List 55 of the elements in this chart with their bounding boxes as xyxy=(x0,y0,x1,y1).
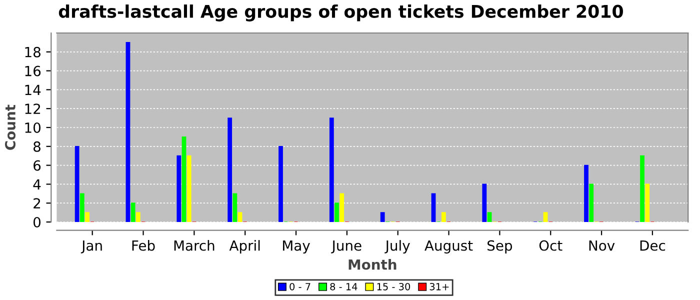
bar xyxy=(278,146,283,222)
bar xyxy=(543,212,548,222)
bar xyxy=(74,146,80,222)
x-tick-label: March xyxy=(174,240,214,251)
y-tick-label: 0 xyxy=(34,216,40,228)
x-tick-label: April xyxy=(229,240,260,254)
bar xyxy=(228,118,232,222)
x-tick-label: Dec xyxy=(640,240,666,251)
x-tick-label: Feb xyxy=(132,240,155,251)
bar xyxy=(640,155,644,222)
bar xyxy=(80,193,84,222)
x-tick-label: Jan xyxy=(80,240,102,254)
bar xyxy=(431,193,436,222)
y-tick-label: 2 xyxy=(34,198,40,208)
bar xyxy=(85,212,90,222)
y-tick-label: 16 xyxy=(25,66,41,76)
legend-label: 0 - 7 xyxy=(290,282,310,290)
bar xyxy=(232,193,238,222)
legend-label: 15 - 30 xyxy=(377,282,410,290)
x-axis-title: Month xyxy=(348,259,396,270)
bar xyxy=(176,155,182,222)
bar xyxy=(380,212,385,222)
bar xyxy=(130,202,136,222)
x-tick-label: July xyxy=(384,240,410,254)
bar xyxy=(645,184,650,222)
y-tick-label: 18 xyxy=(25,46,40,58)
chart-title: drafts-lastcall Age groups of open tickets December 2010 xyxy=(58,4,623,22)
legend-label: 8 - 14 xyxy=(330,282,358,290)
y-axis-title: Count xyxy=(4,104,16,150)
bar xyxy=(126,42,130,222)
bar xyxy=(487,212,492,222)
bar xyxy=(584,164,588,222)
legend-label: 31+ xyxy=(430,282,449,290)
x-tick-label: Sep xyxy=(488,240,512,254)
y-tick-label: 10 xyxy=(25,122,40,133)
bar xyxy=(329,118,334,222)
x-tick-label: Nov xyxy=(589,240,615,251)
y-tick-label: 14 xyxy=(25,84,41,95)
bar xyxy=(589,184,594,222)
y-tick-label: 4 xyxy=(33,179,41,190)
bar xyxy=(334,202,339,222)
bar xyxy=(340,193,344,222)
bar xyxy=(182,136,186,222)
x-tick-label: Oct xyxy=(539,240,562,251)
bar xyxy=(441,212,446,222)
y-tick-label: 12 xyxy=(25,104,40,114)
x-tick-label: May xyxy=(283,240,310,254)
bar xyxy=(136,212,140,222)
x-tick-label: August xyxy=(424,240,473,254)
bar xyxy=(482,184,487,222)
bar xyxy=(186,155,192,222)
x-tick-label: June xyxy=(331,240,362,254)
bar xyxy=(238,212,242,222)
y-tick-label: 6 xyxy=(34,160,41,171)
y-tick-label: 8 xyxy=(34,141,40,152)
